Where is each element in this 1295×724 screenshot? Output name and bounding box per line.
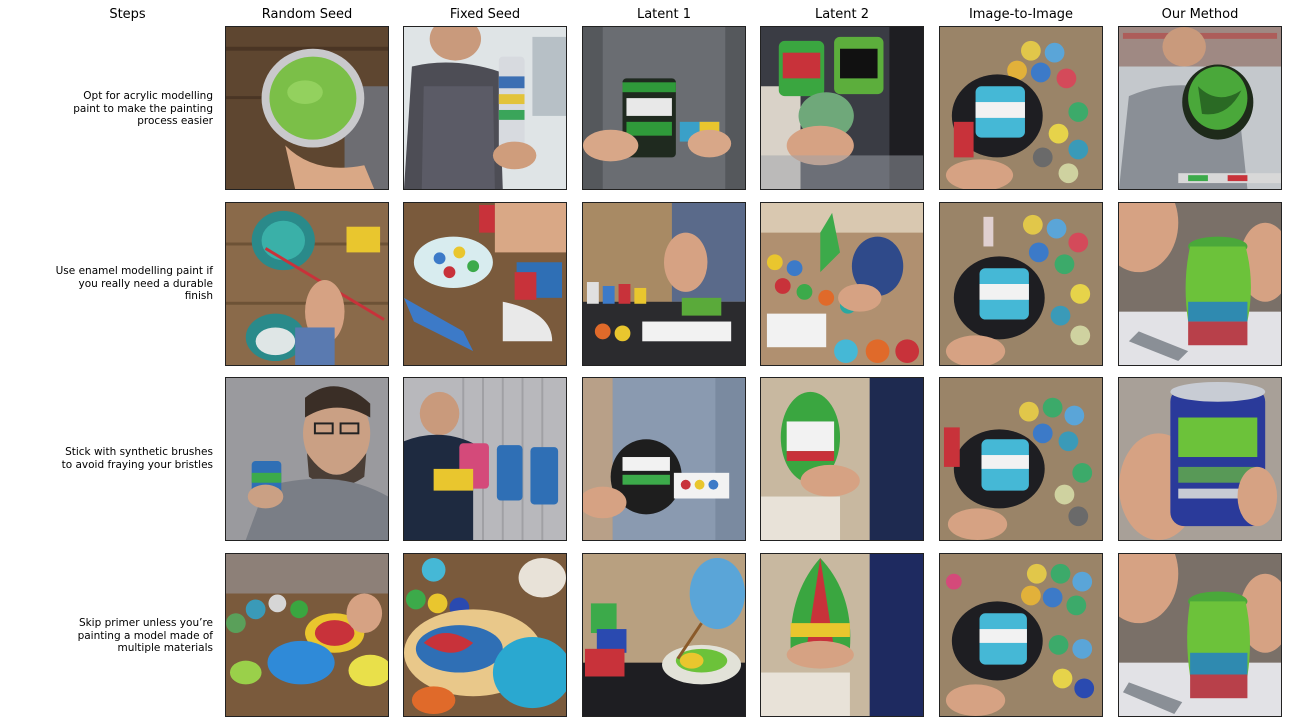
photo-palette-brushes <box>404 203 566 365</box>
row-label-line: finish <box>184 290 213 302</box>
image-cell-r4-latent-2 <box>760 553 924 717</box>
column-header-latent-1: Latent 1 <box>636 7 692 22</box>
row-label-line: Use enamel modelling paint if <box>55 265 213 277</box>
image-cell-r2-our-method <box>1118 202 1282 366</box>
row-label-3: Stick with synthetic brushes to avoid fr… <box>40 446 213 471</box>
row-label-2: Use enamel modelling paint if you really… <box>40 265 213 303</box>
image-cell-r4-random-seed <box>225 553 389 717</box>
row-label-1: Opt for acrylic modelling paint to make … <box>40 90 213 128</box>
column-header-random-seed: Random Seed <box>261 7 353 22</box>
image-cell-r4-image-to-image <box>939 553 1103 717</box>
image-cell-r3-latent-1 <box>582 377 746 541</box>
photo-man-with-cans <box>404 378 566 540</box>
column-header-image-to-image: Image-to-Image <box>968 7 1074 22</box>
photo-paint-pots-table <box>940 27 1102 189</box>
image-cell-r1-fixed-seed <box>403 26 567 190</box>
steps-header: Steps <box>109 7 146 22</box>
row-label-line: multiple materials <box>117 642 213 654</box>
image-cell-r2-latent-1 <box>582 202 746 366</box>
photo-workbench <box>583 203 745 365</box>
photo-paint-pots-workshop <box>761 203 923 365</box>
row-label-line: Skip primer unless you’re <box>78 617 213 629</box>
row-label-line: Stick with synthetic brushes <box>65 446 213 458</box>
photo-paint-plates <box>226 554 388 716</box>
photo-paint-pots-table <box>940 203 1102 365</box>
column-header-latent-2: Latent 2 <box>814 7 870 22</box>
image-cell-r4-our-method <box>1118 553 1282 717</box>
photo-man-portrait <box>226 378 388 540</box>
photo-man-holding-can <box>404 27 566 189</box>
image-cell-r3-image-to-image <box>939 377 1103 541</box>
image-cell-r4-latent-1 <box>582 553 746 717</box>
image-cell-r1-latent-1 <box>582 26 746 190</box>
row-label-line: paint to make the painting <box>73 102 213 115</box>
photo-paint-tin-open <box>226 27 388 189</box>
row-label-line: Opt for acrylic modelling <box>83 90 213 102</box>
photo-hands-holding-tin <box>583 378 745 540</box>
photo-painted-egg <box>761 554 923 716</box>
image-cell-r2-image-to-image <box>939 202 1103 366</box>
photo-painting-vase <box>1119 554 1281 716</box>
photo-painting-vase <box>1119 203 1281 365</box>
photo-painting-table <box>226 203 388 365</box>
row-label-4: Skip primer unless you’re painting a mod… <box>40 617 213 655</box>
row-label-line: painting a model made of <box>77 629 213 642</box>
column-header-our-method: Our Method <box>1161 7 1239 22</box>
row-label-line: you really need a durable <box>78 277 213 290</box>
photo-paint-pots-table <box>940 554 1102 716</box>
photo-cans-closeup <box>761 378 923 540</box>
image-cell-r3-our-method <box>1118 377 1282 541</box>
row-label-line: to avoid fraying your bristles <box>61 458 213 471</box>
image-cell-r1-our-method <box>1118 26 1282 190</box>
image-cell-r1-random-seed <box>225 26 389 190</box>
row-label-line: process easier <box>137 115 213 127</box>
image-cell-r3-latent-2 <box>760 377 924 541</box>
photo-hand-painting <box>583 554 745 716</box>
image-cell-r1-image-to-image <box>939 26 1103 190</box>
photo-man-green-tin <box>1119 27 1281 189</box>
image-cell-r2-fixed-seed <box>403 202 567 366</box>
image-cell-r2-random-seed <box>225 202 389 366</box>
photo-paint-pots-table <box>940 378 1102 540</box>
photo-hands-holding-tin <box>583 27 745 189</box>
image-cell-r1-latent-2 <box>760 26 924 190</box>
photo-colorful-palette <box>404 554 566 716</box>
column-header-fixed-seed: Fixed Seed <box>449 7 521 22</box>
image-cell-r2-latent-2 <box>760 202 924 366</box>
image-cell-r3-fixed-seed <box>403 377 567 541</box>
image-cell-r4-fixed-seed <box>403 553 567 717</box>
image-cell-r3-random-seed <box>225 377 389 541</box>
photo-hand-holding-can <box>1119 378 1281 540</box>
photo-cans-closeup <box>761 27 923 189</box>
